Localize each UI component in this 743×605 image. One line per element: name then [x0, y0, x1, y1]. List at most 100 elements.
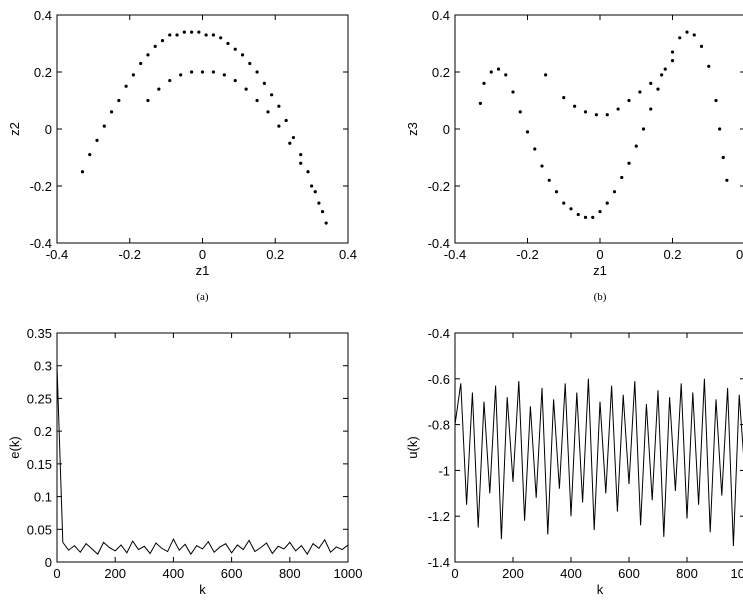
- scatter-point: [240, 53, 245, 57]
- y-tick-label: -0.4: [30, 236, 52, 251]
- line-series: [56, 365, 349, 556]
- x-tick-label: 200: [502, 566, 524, 581]
- y-tick-label: 0.2: [34, 65, 52, 80]
- scatter-point: [569, 207, 573, 211]
- y-axis-label: z3: [405, 122, 420, 136]
- panel: 0 200 400 600 800 1000 -1.4 -1.2 -1 -0.8 -0.6 -0.4 k…: [405, 326, 743, 597]
- scatter-point: [222, 73, 226, 77]
- y-tick-label: 0.4: [432, 8, 450, 23]
- scatter-point: [540, 164, 544, 168]
- scatter-point: [525, 130, 530, 134]
- scatter-point: [656, 87, 660, 91]
- scatter-point: [504, 73, 508, 77]
- scatter-point: [313, 190, 317, 194]
- scatter-point: [511, 90, 515, 94]
- scatter-point: [678, 36, 682, 40]
- scatter-point: [699, 44, 704, 48]
- scatter-point: [317, 201, 321, 205]
- y-tick-label: -0.4: [428, 236, 450, 251]
- scatter-point: [211, 70, 216, 74]
- scatter-point: [168, 33, 172, 37]
- y-tick-label: 0.25: [27, 391, 52, 406]
- scatter-point: [725, 178, 729, 182]
- scatter-point: [670, 59, 675, 63]
- scatter-point: [197, 30, 201, 34]
- scatter-point: [612, 190, 617, 194]
- scatter-point: [583, 215, 588, 219]
- scatter-point: [554, 190, 559, 194]
- scatter-point: [299, 153, 303, 157]
- y-tick-label: 0.15: [27, 457, 52, 472]
- scatter-point: [496, 67, 501, 71]
- y-tick-label: -1.2: [428, 509, 450, 524]
- y-tick-label: 0.05: [27, 522, 52, 537]
- panel: 0 200 400 600 800 1000 0 0.05 0.1 0.15 0.2 0.25 0.3 0…: [7, 326, 362, 597]
- y-tick-label: 0: [45, 122, 52, 137]
- scatter-point: [576, 212, 580, 217]
- scatter-point: [153, 44, 157, 48]
- scatter-point: [179, 73, 183, 77]
- scatter-point: [310, 184, 314, 188]
- x-axis-label: z1: [196, 263, 210, 278]
- y-tick-label: 0.3: [34, 359, 52, 374]
- x-tick-label: -0.4: [46, 247, 68, 262]
- scatter-point: [255, 98, 259, 103]
- scatter-point: [663, 67, 667, 71]
- y-tick-label: -0.4: [428, 326, 450, 341]
- y-tick-label: -0.8: [428, 418, 450, 433]
- scatter-point: [605, 113, 609, 117]
- caption: (b): [594, 291, 607, 303]
- scatter-point: [168, 78, 172, 83]
- y-tick-label: -1: [438, 463, 450, 478]
- x-tick-label: 800: [676, 566, 698, 581]
- scatter-point: [562, 201, 566, 205]
- plot-frame: [56, 332, 349, 563]
- x-axis-label: z1: [593, 263, 607, 278]
- scatter-point: [277, 104, 281, 108]
- y-tick-label: 0.2: [432, 65, 450, 80]
- y-tick-label: -0.6: [428, 372, 450, 387]
- scatter-point: [139, 61, 143, 66]
- x-tick-label: 800: [279, 566, 301, 581]
- scatter-point: [124, 84, 128, 88]
- scatter-point: [146, 53, 150, 57]
- x-tick-label: 400: [163, 566, 185, 581]
- scatter-point: [189, 70, 194, 74]
- y-axis-label: e(k): [7, 436, 22, 458]
- x-tick-label: 0.2: [663, 247, 681, 262]
- x-axis-label: k: [597, 582, 604, 597]
- caption: (a): [196, 291, 209, 303]
- y-tick-label: -1.4: [428, 555, 450, 570]
- x-tick-label: 400: [560, 566, 582, 581]
- x-tick-label: 1000: [731, 566, 743, 581]
- scatter-point: [226, 41, 230, 46]
- y-tick-label: 0.1: [34, 490, 52, 505]
- scatter-point: [692, 33, 696, 37]
- scatter-point: [670, 50, 675, 54]
- x-axis-label: k: [199, 582, 206, 597]
- scatter-point: [660, 73, 664, 77]
- scatter-point: [620, 175, 624, 180]
- scatter-point: [649, 107, 653, 111]
- scatter-point: [146, 98, 150, 103]
- x-tick-label: 0: [199, 247, 206, 262]
- y-tick-label: 0: [443, 122, 450, 137]
- scatter-point: [721, 155, 725, 160]
- x-tick-label: 0.2: [266, 247, 284, 262]
- x-tick-label: 1000: [334, 566, 363, 581]
- scatter-point: [547, 178, 551, 182]
- y-tick-label: 0.4: [34, 8, 52, 23]
- scatter-point: [262, 81, 266, 85]
- scatter-point: [591, 215, 595, 219]
- scatter-point: [320, 210, 325, 214]
- scatter-point: [627, 161, 631, 165]
- x-tick-label: -0.4: [444, 247, 466, 262]
- scatter-point: [583, 110, 588, 114]
- y-tick-label: -0.2: [30, 179, 52, 194]
- scatter-point: [291, 135, 296, 140]
- scatter-point: [489, 70, 493, 74]
- x-tick-label: 0.4: [339, 247, 357, 262]
- x-tick-label: -0.2: [516, 247, 538, 262]
